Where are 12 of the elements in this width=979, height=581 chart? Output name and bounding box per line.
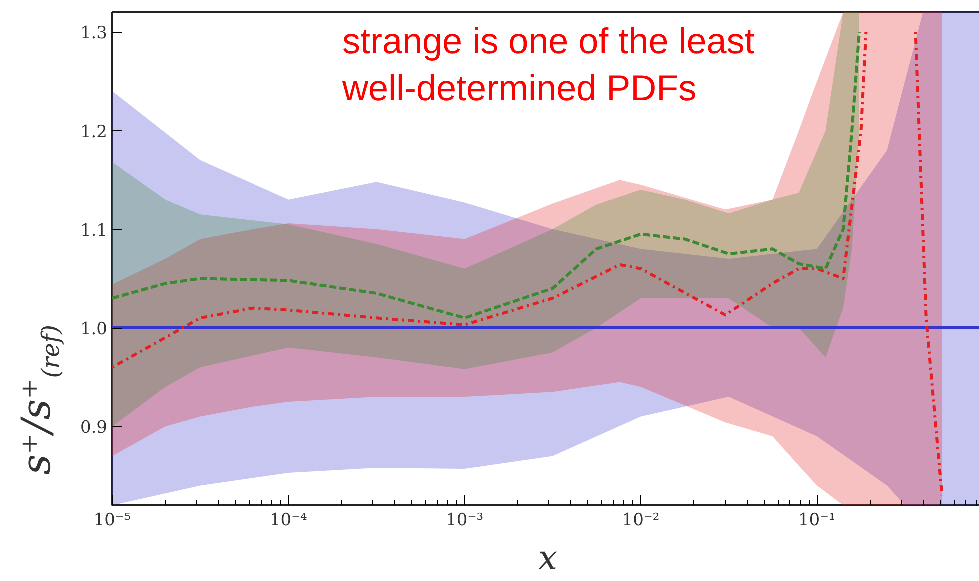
x-tick-label: 10⁻³: [446, 510, 484, 530]
x-tick-label: 10⁻¹: [798, 510, 836, 530]
y-tick-label: 1.2: [80, 122, 108, 142]
y-tick-label: 1.0: [80, 320, 108, 340]
x-tick-label: 10⁻⁵: [94, 510, 132, 530]
y-tick-label: 0.9: [80, 418, 108, 438]
x-tick-label: 10⁻²: [622, 510, 660, 530]
x-axis-title: x: [538, 538, 558, 578]
y-tick-label: 1.3: [80, 24, 108, 44]
x-tick-label: 10⁻⁴: [270, 510, 308, 530]
annotation: strange is one of the least well-determined PDFs: [342, 20, 755, 109]
y-tick-label: 1.1: [80, 220, 108, 241]
